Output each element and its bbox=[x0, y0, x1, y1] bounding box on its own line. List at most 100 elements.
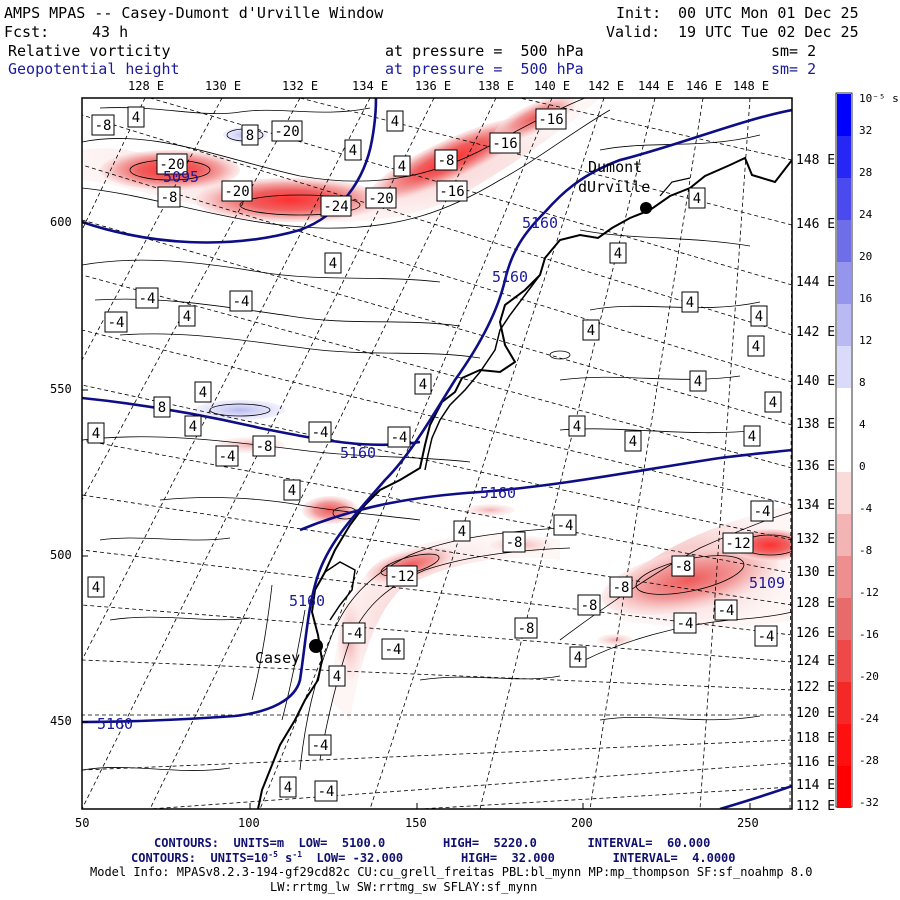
colorbar-swatch bbox=[837, 766, 851, 808]
vorticity-label: 8 bbox=[241, 124, 259, 146]
vorticity-label: 4 bbox=[279, 776, 297, 798]
svg-text:-4: -4 bbox=[233, 294, 250, 310]
lon-label: 138 E bbox=[478, 79, 515, 93]
vorticity-label: -4 bbox=[754, 625, 778, 647]
colorbar-label: 32 bbox=[859, 124, 873, 137]
footer-model-info: Model Info: MPASv8.2.3-194-gf29cd82c CU:… bbox=[90, 865, 813, 879]
map-title: AMPS MPAS -- Casey-Dumont d'Urville Wind… bbox=[4, 4, 384, 22]
vorticity-label: 4 bbox=[689, 370, 707, 392]
vorticity-label: 4 bbox=[764, 391, 782, 413]
vorticity-core bbox=[195, 400, 285, 420]
vorticity-label: -12 bbox=[722, 532, 754, 554]
svg-text:4: 4 bbox=[458, 524, 466, 540]
lat-label: 128 E bbox=[796, 596, 836, 611]
colorbar-label: 12 bbox=[859, 334, 873, 347]
svg-text:4: 4 bbox=[132, 110, 140, 126]
vorticity-label: 4 bbox=[453, 520, 471, 542]
svg-text:-4: -4 bbox=[754, 504, 771, 520]
station-name-casey: Casey bbox=[255, 649, 301, 667]
svg-text:-4: -4 bbox=[318, 784, 335, 800]
x-axis-label: 50 bbox=[75, 816, 90, 830]
vorticity-label: 4 bbox=[750, 305, 768, 327]
lat-label: 134 E bbox=[796, 498, 836, 513]
lat-label: 126 E bbox=[796, 626, 836, 641]
colorbar-swatch bbox=[837, 304, 851, 346]
vorticity-label: -4 bbox=[381, 638, 405, 660]
y-axis-label: 600 bbox=[50, 215, 72, 229]
svg-text:8: 8 bbox=[158, 400, 166, 416]
field1-smoothing: sm= 2 bbox=[771, 42, 817, 60]
svg-text:-16: -16 bbox=[492, 136, 517, 152]
svg-text:-8: -8 bbox=[675, 559, 692, 575]
lon-label: 136 E bbox=[415, 79, 452, 93]
lat-label: 118 E bbox=[796, 731, 836, 746]
height-contour-label: 5109 bbox=[749, 574, 785, 592]
vorticity-label: -8 bbox=[577, 594, 601, 616]
vorticity-label: 4 bbox=[184, 415, 202, 437]
vorticity-label: 4 bbox=[569, 646, 587, 668]
vorticity-labels: -8 4 8 -20 4 -16 4 -16 4 -8 -20 -20 -24 -20 -16 -8 4 4 4 -4… bbox=[87, 106, 782, 802]
colorbar-label: -28 bbox=[859, 754, 879, 767]
vorticity-label: 4 bbox=[568, 415, 586, 437]
svg-text:-12: -12 bbox=[389, 569, 414, 585]
svg-text:-4: -4 bbox=[312, 425, 329, 441]
station-markers bbox=[309, 202, 652, 653]
svg-text:-4: -4 bbox=[391, 430, 408, 446]
height-contour-label: 5160 bbox=[340, 444, 376, 462]
vorticity-label: 4 bbox=[582, 319, 600, 341]
height-contour-label: 5160 bbox=[289, 592, 325, 610]
lon-label: 140 E bbox=[534, 79, 571, 93]
height-contour-label: 5095 bbox=[163, 168, 199, 186]
station-name-dumont: Dumont bbox=[588, 158, 643, 176]
svg-text:4: 4 bbox=[755, 309, 763, 325]
vorticity-label: 4 bbox=[747, 335, 765, 357]
valid-value: 19 UTC Tue 02 Dec 25 bbox=[678, 23, 859, 41]
y-axis-label: 550 bbox=[50, 382, 72, 396]
lon-label: 142 E bbox=[588, 79, 625, 93]
vorticity-label: -8 bbox=[434, 149, 458, 171]
svg-text:4: 4 bbox=[573, 419, 581, 435]
lat-label: 120 E bbox=[796, 706, 836, 721]
lon-label: 148 E bbox=[733, 79, 770, 93]
svg-text:-4: -4 bbox=[346, 626, 363, 642]
vorticity-label: 4 bbox=[324, 252, 342, 274]
colorbar-label: 20 bbox=[859, 250, 873, 263]
svg-text:-8: -8 bbox=[95, 118, 112, 134]
svg-text:-24: -24 bbox=[323, 199, 348, 215]
vorticity-label: 4 bbox=[194, 381, 212, 403]
vorticity-label: 4 bbox=[328, 665, 346, 687]
colorbar bbox=[835, 92, 853, 808]
vorticity-label: -4 bbox=[135, 287, 159, 309]
vorticity-label: 4 bbox=[688, 187, 706, 209]
colorbar-label: 4 bbox=[859, 418, 866, 431]
vorticity-label: -16 bbox=[489, 132, 521, 154]
vorticity-label: -12 bbox=[386, 565, 418, 587]
vorticity-core bbox=[601, 545, 779, 615]
svg-text:4: 4 bbox=[769, 395, 777, 411]
vorticity-label: -4 bbox=[387, 426, 411, 448]
colorbar-swatch bbox=[837, 682, 851, 724]
svg-text:-4: -4 bbox=[677, 616, 694, 632]
svg-text:-8: -8 bbox=[161, 190, 178, 206]
field1-level: at pressure = 500 hPa bbox=[385, 42, 584, 60]
svg-text:4: 4 bbox=[349, 143, 357, 159]
svg-text:4: 4 bbox=[288, 483, 296, 499]
svg-text:4: 4 bbox=[614, 246, 622, 262]
svg-text:-20: -20 bbox=[368, 191, 393, 207]
vorticity-label: -20 bbox=[156, 153, 188, 175]
vorticity-label: 4 bbox=[681, 291, 699, 313]
svg-text:-8: -8 bbox=[518, 621, 535, 637]
vorticity-contours bbox=[82, 98, 792, 771]
colorbar-swatch bbox=[837, 472, 851, 514]
axis-ticks bbox=[81, 222, 751, 809]
svg-text:4: 4 bbox=[92, 580, 100, 596]
vorticity-label: -4 bbox=[342, 622, 366, 644]
field2-smoothing: sm= 2 bbox=[771, 60, 817, 78]
lat-label: 144 E bbox=[796, 275, 836, 290]
vorticity-core bbox=[465, 504, 515, 516]
svg-text:-4: -4 bbox=[718, 603, 735, 619]
lat-label: 140 E bbox=[796, 374, 836, 389]
svg-text:4: 4 bbox=[284, 780, 292, 796]
vorticity-label: -8 bbox=[502, 531, 526, 553]
colorbar-label: -32 bbox=[859, 796, 879, 809]
